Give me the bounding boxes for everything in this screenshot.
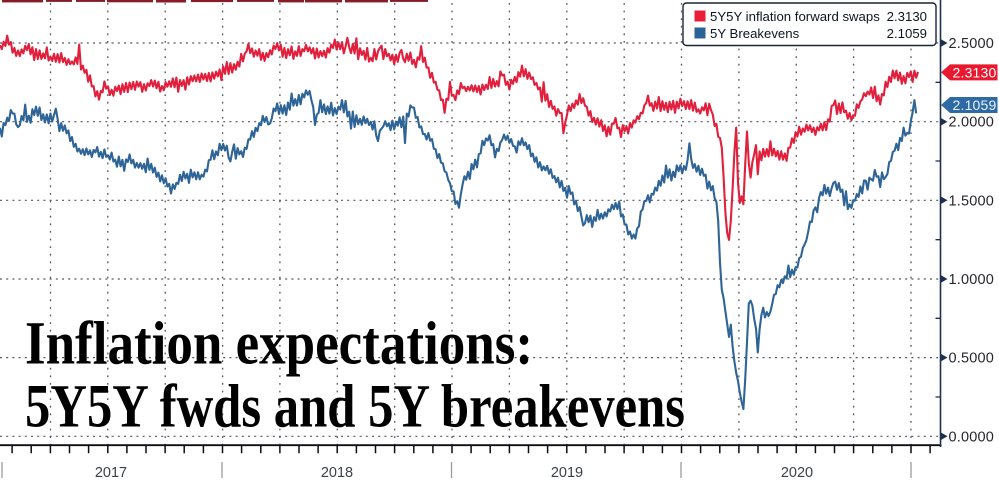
- svg-text:1.0000: 1.0000: [949, 272, 995, 288]
- svg-text:0.5000: 0.5000: [949, 351, 995, 367]
- svg-text:2.0000: 2.0000: [949, 115, 995, 131]
- svg-text:2.3130: 2.3130: [887, 9, 927, 24]
- svg-text:5Y5Y fwds and 5Y breakevens: 5Y5Y fwds and 5Y breakevens: [25, 374, 685, 441]
- svg-text:5Y Breakevens: 5Y Breakevens: [710, 26, 800, 41]
- svg-text:2020: 2020: [781, 465, 813, 481]
- svg-text:2.1059: 2.1059: [887, 26, 927, 41]
- svg-text:2.5000: 2.5000: [949, 36, 995, 52]
- svg-text:2017: 2017: [95, 465, 127, 481]
- svg-text:Inflation expectations:: Inflation expectations:: [25, 311, 533, 378]
- svg-text:5Y5Y inflation forward swaps: 5Y5Y inflation forward swaps: [710, 9, 880, 24]
- svg-text:2.1059: 2.1059: [953, 97, 997, 113]
- svg-text:1.5000: 1.5000: [949, 193, 995, 209]
- svg-text:2.3130: 2.3130: [953, 64, 997, 80]
- svg-text:2018: 2018: [321, 465, 353, 481]
- svg-text:0.0000: 0.0000: [949, 429, 995, 445]
- svg-text:2019: 2019: [551, 465, 583, 481]
